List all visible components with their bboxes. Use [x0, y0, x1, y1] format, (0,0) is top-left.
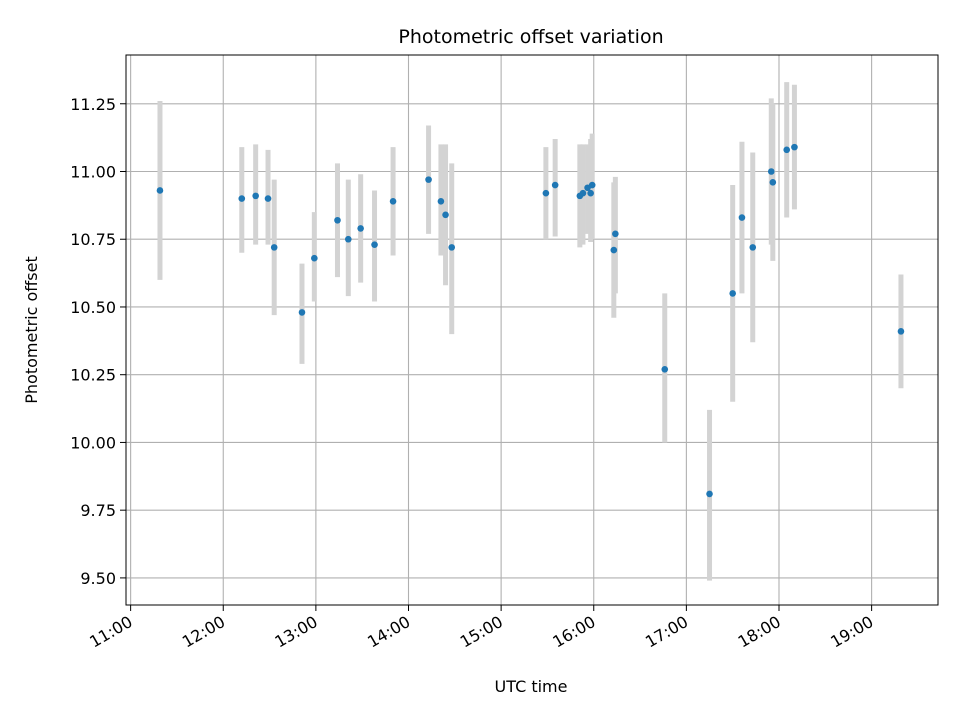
data-point: [357, 225, 364, 232]
y-axis-label: Photometric offset: [22, 256, 41, 404]
data-point: [769, 179, 777, 186]
data-point: [425, 176, 432, 183]
y-tick-label: 9.50: [80, 569, 116, 588]
data-point: [311, 254, 318, 262]
data-point: [897, 328, 905, 335]
data-point: [551, 181, 559, 189]
y-tick-label: 10.25: [70, 366, 116, 385]
data-point: [344, 235, 352, 243]
chart-title: Photometric offset variation: [398, 26, 663, 48]
data-point: [542, 189, 550, 197]
data-point: [334, 216, 341, 224]
data-point: [767, 168, 775, 175]
data-point: [389, 198, 397, 205]
data-point: [252, 192, 259, 200]
data-point: [610, 246, 618, 254]
x-axis-label: UTC time: [495, 677, 568, 696]
y-tick-label: 11.00: [70, 163, 116, 182]
y-tick-label: 10.50: [70, 298, 116, 317]
data-point: [579, 189, 587, 197]
data-point: [371, 241, 378, 248]
y-tick-label: 10.75: [70, 230, 116, 249]
data-point: [706, 490, 713, 498]
data-point: [791, 143, 798, 151]
data-point: [783, 146, 791, 154]
data-point: [749, 244, 757, 251]
data-point: [442, 211, 449, 219]
data-point: [156, 187, 164, 194]
plot-area-frame: [125, 54, 939, 606]
y-axis-ticks: 9.50 9.75 10.00 10.25 10.50 10.75 11.00 11.25: [70, 95, 126, 588]
data-point: [729, 290, 736, 297]
y-tick-label: 11.25: [70, 95, 116, 114]
data-point: [612, 230, 619, 238]
y-tick-label: 10.00: [70, 433, 116, 452]
data-point: [437, 198, 445, 205]
data-point: [587, 189, 594, 197]
data-point: [448, 244, 456, 251]
data-point: [588, 181, 596, 189]
data-point: [238, 195, 246, 202]
data-point: [270, 244, 278, 251]
data-point: [738, 214, 746, 221]
data-point: [661, 365, 669, 373]
data-point: [264, 195, 272, 202]
data-points: [156, 143, 905, 498]
data-point: [298, 309, 306, 316]
y-tick-label: 9.75: [80, 501, 116, 520]
